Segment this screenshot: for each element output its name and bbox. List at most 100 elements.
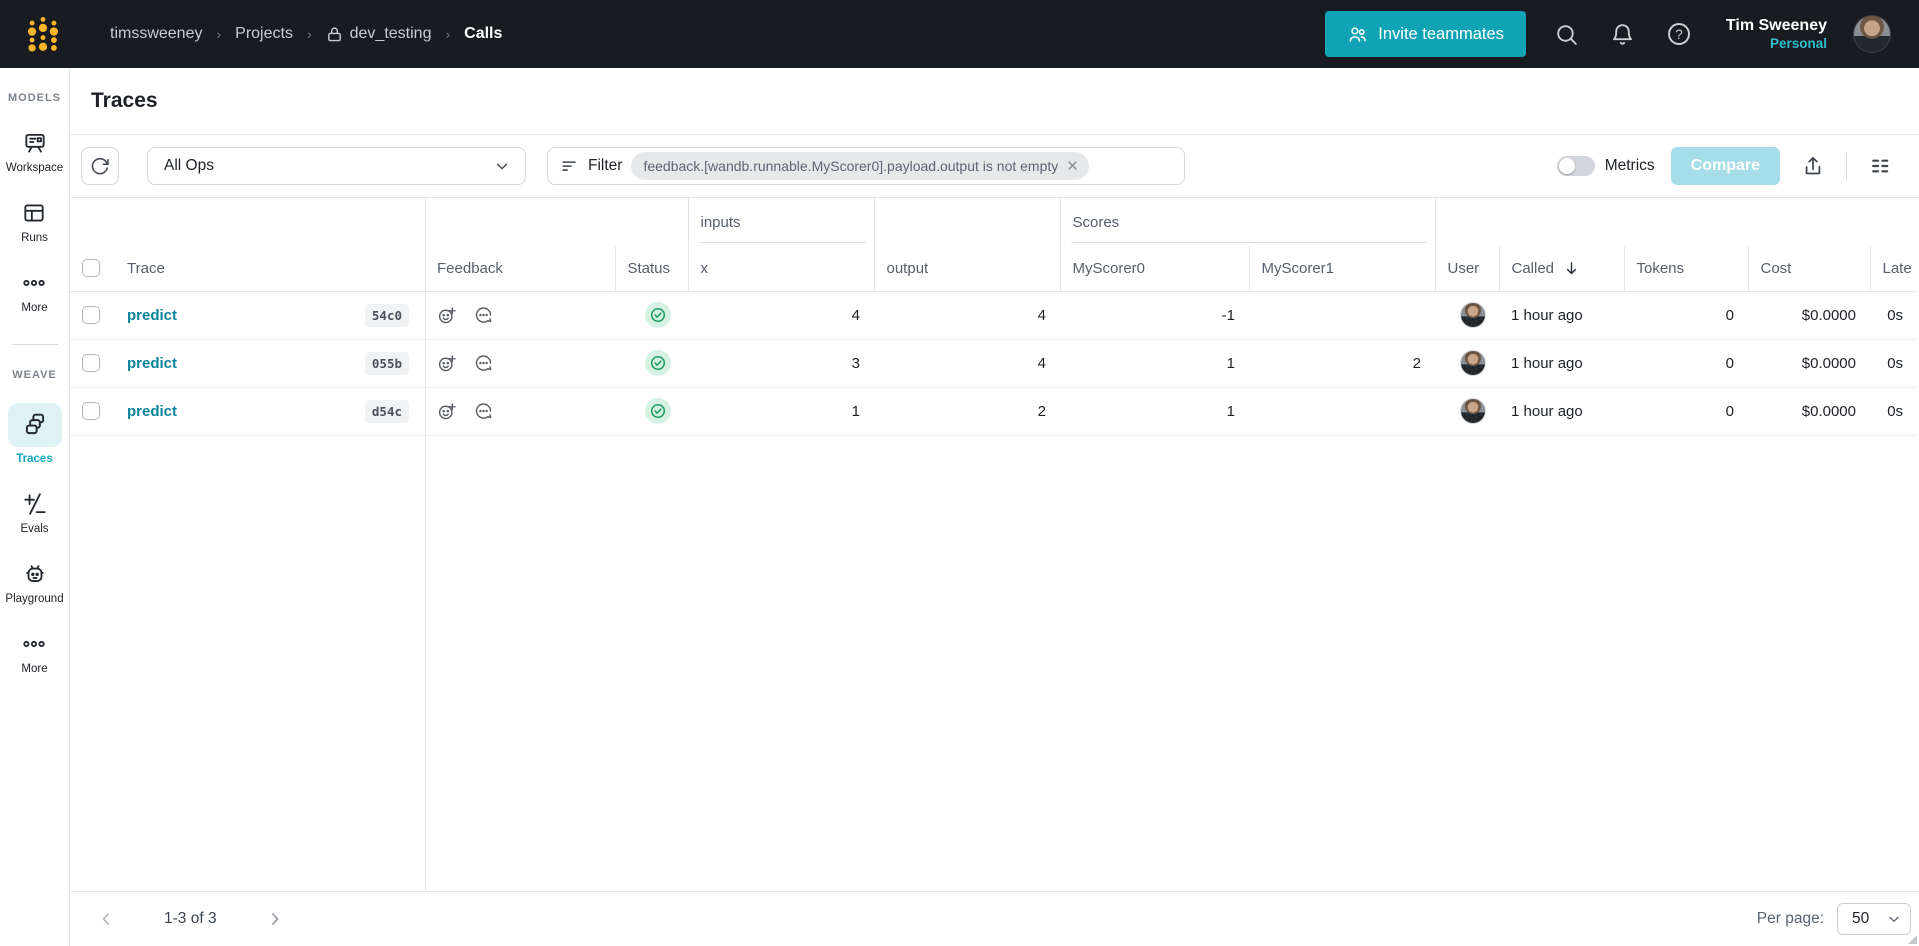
sidebar-item-runs[interactable]: Runs <box>21 200 48 244</box>
user-menu[interactable]: Tim Sweeney Personal <box>1726 16 1827 53</box>
select-all-checkbox[interactable] <box>82 259 100 278</box>
col-header-feedback[interactable]: Feedback <box>425 246 615 292</box>
col-header-cost[interactable]: Cost <box>1747 246 1870 292</box>
more-dots-icon <box>23 279 46 287</box>
column-manager-button[interactable] <box>1863 149 1897 183</box>
metrics-toggle-label: Metrics <box>1604 157 1655 174</box>
top-nav: timssweeney › Projects › dev_testing › C… <box>0 0 1919 68</box>
table-row[interactable]: predict 54c0 <box>70 291 1918 340</box>
runs-icon <box>24 204 45 222</box>
row-checkbox[interactable] <box>82 354 100 373</box>
traces-icon <box>25 413 44 435</box>
table-row[interactable]: predict 055b <box>70 339 1918 388</box>
col-header-status[interactable]: Status <box>614 246 688 292</box>
filter-chip[interactable]: feedback.[wandb.runnable.MyScorer0].payl… <box>631 152 1089 180</box>
notifications-bell-icon[interactable] <box>1608 19 1638 49</box>
table-footer: 1-3 of 3 Per page: 50 <box>70 891 1919 946</box>
add-reaction-button[interactable] <box>437 353 458 374</box>
col-header-myscorer1[interactable]: MyScorer1 <box>1248 246 1435 292</box>
breadcrumb-calls[interactable]: Calls <box>464 25 503 42</box>
next-page-button[interactable] <box>261 905 289 933</box>
inputs-group-header: inputs <box>687 198 875 246</box>
add-reaction-button[interactable] <box>437 305 458 326</box>
user-avatar <box>1460 302 1486 328</box>
add-comment-button[interactable] <box>473 305 494 326</box>
sidebar-item-weave-more[interactable]: More <box>21 631 48 675</box>
call-id-badge[interactable]: d54c <box>364 399 409 423</box>
ops-select[interactable]: All Ops <box>147 147 526 185</box>
col-header-tokens[interactable]: Tokens <box>1623 246 1748 292</box>
add-comment-button[interactable] <box>473 401 494 422</box>
sidebar-item-traces[interactable]: Traces <box>7 403 62 465</box>
col-header-output[interactable]: output <box>873 246 1060 292</box>
breadcrumb-projects[interactable]: Projects <box>235 25 293 42</box>
cell-myscorer1: 2 <box>1249 339 1435 388</box>
col-header-user[interactable]: User <box>1434 246 1499 292</box>
search-icon[interactable] <box>1552 19 1582 49</box>
breadcrumb-separator: › <box>216 26 222 42</box>
add-comment-button[interactable] <box>473 353 494 374</box>
sidebar-item-workspace[interactable]: Workspace <box>6 130 63 174</box>
wandb-logo-icon[interactable] <box>26 14 60 54</box>
cell-output: 4 <box>874 291 1060 340</box>
cell-cost: $0.0000 <box>1748 291 1870 340</box>
call-id-badge[interactable]: 54c0 <box>364 303 409 327</box>
col-header-myscorer0[interactable]: MyScorer0 <box>1059 246 1249 292</box>
row-checkbox[interactable] <box>82 306 100 325</box>
cell-output: 4 <box>874 339 1060 388</box>
sidebar-item-evals[interactable]: Evals <box>20 491 49 535</box>
help-icon[interactable]: ? <box>1664 19 1694 49</box>
col-header-called[interactable]: Called <box>1498 246 1624 292</box>
avatar[interactable] <box>1853 15 1891 53</box>
sidebar-models-label: MODELS <box>7 92 62 104</box>
ops-select-value: All Ops <box>164 157 214 174</box>
chevron-left-icon <box>102 913 109 925</box>
filter-chip-remove-icon[interactable]: ✕ <box>1066 158 1079 175</box>
main-content: Traces All Ops Filter feedback.[wandb.ru… <box>70 68 1919 946</box>
cell-myscorer1 <box>1249 387 1435 436</box>
call-id-badge[interactable]: 055b <box>364 351 409 375</box>
table-row[interactable]: predict d54c <box>70 387 1918 436</box>
col-header-latency[interactable]: Late <box>1869 246 1918 292</box>
col-header-trace[interactable]: Trace <box>115 246 425 292</box>
pagination-range: 1-3 of 3 <box>164 910 217 927</box>
pagination: 1-3 of 3 <box>92 905 289 933</box>
trace-link[interactable]: predict <box>127 354 178 372</box>
calls-table: inputs Scores Trace Feedback Status x ou… <box>70 197 1919 891</box>
col-header-x[interactable]: x <box>687 246 874 292</box>
trace-link[interactable]: predict <box>127 306 178 324</box>
metrics-toggle[interactable] <box>1556 156 1595 176</box>
resize-grip[interactable] <box>1908 935 1917 944</box>
refresh-button[interactable] <box>81 147 119 185</box>
breadcrumb-separator: › <box>445 26 451 42</box>
trace-link[interactable]: predict <box>127 402 178 420</box>
sidebar: MODELS Workspace Runs More WEAVE Traces <box>0 68 70 946</box>
breadcrumb-entity[interactable]: timssweeney <box>110 25 203 42</box>
export-button[interactable] <box>1796 149 1830 183</box>
per-page-select[interactable]: 50 <box>1837 903 1911 935</box>
export-icon <box>1805 157 1821 175</box>
add-reaction-icon <box>438 306 456 323</box>
cell-myscorer0: -1 <box>1060 291 1249 340</box>
add-reaction-button[interactable] <box>437 401 458 422</box>
prev-page-button[interactable] <box>92 905 120 933</box>
sidebar-item-models-more[interactable]: More <box>21 270 48 314</box>
compare-button[interactable]: Compare <box>1670 147 1780 185</box>
add-reaction-icon <box>438 402 456 419</box>
toolbar: All Ops Filter feedback.[wandb.runnable.… <box>70 135 1919 197</box>
cell-cost: $0.0000 <box>1748 339 1870 388</box>
sidebar-item-label: More <box>21 302 48 314</box>
invite-teammates-button[interactable]: Invite teammates <box>1325 11 1526 57</box>
cell-x: 4 <box>688 291 874 340</box>
user-plan: Personal <box>1769 35 1827 51</box>
cell-x: 3 <box>688 339 874 388</box>
toolbar-divider <box>1846 152 1847 180</box>
filter-bar[interactable]: Filter feedback.[wandb.runnable.MyScorer… <box>547 147 1185 185</box>
sidebar-item-label: Runs <box>21 232 48 244</box>
sidebar-weave-label: WEAVE <box>12 369 57 381</box>
row-checkbox[interactable] <box>82 402 100 421</box>
invite-teammates-label: Invite teammates <box>1378 24 1504 43</box>
sidebar-item-playground[interactable]: Playground <box>5 561 64 605</box>
breadcrumb-project[interactable]: dev_testing <box>326 25 431 44</box>
cell-cost: $0.0000 <box>1748 387 1870 436</box>
